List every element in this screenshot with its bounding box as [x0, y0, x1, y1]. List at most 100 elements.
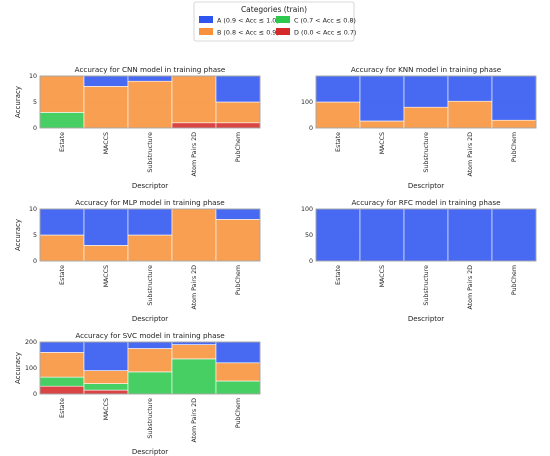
bar-segment-b	[83, 86, 129, 129]
bar-segment-b	[83, 370, 129, 384]
chart-panel-1: 0 100 Estate MACCS Substructure Atom Pairs 2D…	[301, 65, 537, 190]
y-tick-label: 200	[25, 339, 37, 346]
bar-segment-c	[215, 380, 261, 395]
x-tick-label: Estate	[59, 398, 66, 418]
bar-segment-a	[215, 341, 261, 364]
bar-segment-a	[359, 208, 405, 262]
y-tick-label: 0	[33, 125, 37, 132]
legend-box	[193, 1, 355, 42]
y-tick-label: 100	[301, 206, 313, 213]
bar-segment-c	[39, 112, 85, 129]
x-tick-label: PubChem	[235, 265, 242, 295]
bar-segment-b	[215, 101, 261, 124]
bar-segment-d	[215, 122, 261, 129]
chart-title: Accuracy for RFC model in training phase	[351, 198, 501, 207]
bar-segment-a	[215, 75, 261, 103]
x-tick-label: Atom Pairs 2D	[191, 398, 198, 443]
x-tick-label: Estate	[335, 265, 342, 285]
bar-segment-b	[127, 80, 173, 129]
bar-segment-d	[83, 389, 129, 395]
bar-segment-b	[403, 106, 449, 129]
bar-segment-a	[403, 75, 449, 108]
plot-frame	[39, 208, 261, 262]
chart-title: Accuracy for KNN model in training phase	[351, 65, 502, 74]
legend-swatch-b	[199, 28, 213, 35]
bar-segment-d	[39, 385, 85, 395]
x-tick-label: MACCS	[103, 398, 110, 420]
bar-segment-b	[127, 348, 173, 373]
bar-segment-c	[39, 376, 85, 387]
bar-segment-a	[83, 341, 129, 371]
bar-segment-b	[491, 119, 537, 129]
x-axis-label: Descriptor	[132, 315, 168, 323]
x-tick-label: Estate	[59, 132, 66, 152]
plot-frame	[39, 75, 261, 129]
chart-panel-4: 0 100 200 Estate MACCS Substructure Atom Pairs…	[14, 331, 261, 456]
bar-segment-b	[171, 75, 217, 124]
bar-segment-a	[447, 75, 493, 102]
y-tick-label: 5	[33, 99, 37, 106]
legend-swatch-d	[276, 28, 290, 35]
y-tick-label: 10	[29, 73, 37, 80]
bar-segment-a	[315, 208, 361, 262]
x-tick-label: Atom Pairs 2D	[191, 265, 198, 310]
y-tick-label: 0	[309, 258, 313, 265]
bar-segment-c	[171, 358, 217, 395]
chart-panel-0: 0 5 10 Estate MACCS Substructure Atom Pairs 2D…	[14, 65, 261, 190]
bar-segment-b	[447, 100, 493, 129]
bar-segment-b	[171, 344, 217, 360]
legend: Categories (train) A (0.9 < Acc ≤ 1.0) B…	[193, 1, 356, 42]
y-axis-label: Accuracy	[14, 352, 22, 384]
x-tick-label: Substructure	[423, 132, 430, 173]
legend-label-d: D (0.0 < Acc ≤ 0.7)	[294, 29, 356, 37]
bar-segment-a	[447, 208, 493, 262]
x-tick-label: PubChem	[235, 132, 242, 162]
bar-segment-a	[491, 208, 537, 262]
x-tick-label: Substructure	[423, 265, 430, 306]
bar-segment-a	[215, 208, 261, 220]
y-tick-label: 5	[33, 232, 37, 239]
bar-segment-a	[127, 75, 173, 82]
chart-panel-3: 0 50 100 Estate MACCS Substructure Atom Pairs …	[301, 198, 537, 323]
x-tick-label: PubChem	[235, 398, 242, 428]
chart-title: Accuracy for SVC model in training phase	[75, 331, 225, 340]
y-tick-label: 0	[33, 258, 37, 265]
bar-segment-c	[127, 371, 173, 395]
chart-panel-2: 0 5 10 Estate MACCS Substructure Atom Pairs 2D…	[14, 198, 261, 323]
bar-segment-a	[39, 341, 85, 353]
bar-segment-b	[39, 234, 85, 262]
bar-segment-b	[215, 362, 261, 382]
x-tick-label: MACCS	[103, 265, 110, 287]
x-tick-label: PubChem	[511, 132, 518, 162]
plot-frame	[315, 75, 537, 129]
x-tick-label: Atom Pairs 2D	[467, 132, 474, 177]
bar-segment-a	[83, 75, 129, 87]
legend-swatch-a	[199, 16, 213, 23]
plot-frame	[39, 341, 261, 395]
x-tick-label: PubChem	[511, 265, 518, 295]
x-tick-label: Estate	[59, 265, 66, 285]
chart-title: Accuracy for MLP model in training phase	[75, 198, 225, 207]
bar-segment-c	[83, 383, 129, 391]
y-tick-label: 100	[301, 99, 313, 106]
bar-segment-a	[359, 75, 405, 122]
y-axis-label: Accuracy	[14, 219, 22, 251]
x-axis-label: Descriptor	[132, 182, 168, 190]
x-tick-label: Substructure	[147, 265, 154, 306]
bar-segment-b	[83, 245, 129, 262]
y-tick-label: 0	[309, 125, 313, 132]
y-tick-label: 10	[29, 206, 37, 213]
x-tick-label: Atom Pairs 2D	[467, 265, 474, 310]
bar-segment-a	[127, 208, 173, 236]
y-tick-label: 0	[33, 391, 37, 398]
x-tick-label: Substructure	[147, 132, 154, 173]
x-tick-label: Substructure	[147, 398, 154, 439]
bar-segment-d	[171, 122, 217, 129]
bar-segment-a	[39, 208, 85, 236]
bar-segment-b	[359, 120, 405, 129]
legend-label-c: C (0.7 < Acc ≤ 0.8)	[294, 17, 356, 25]
chart-title: Accuracy for CNN model in training phase	[75, 65, 226, 74]
x-tick-label: Atom Pairs 2D	[191, 132, 198, 177]
x-tick-label: MACCS	[103, 132, 110, 154]
bar-segment-b	[171, 208, 217, 262]
